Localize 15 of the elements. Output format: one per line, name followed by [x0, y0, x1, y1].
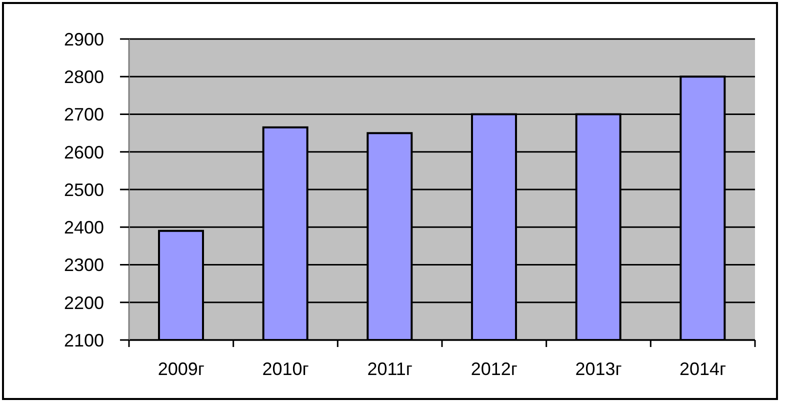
y-tick-label: 2700 — [64, 104, 104, 125]
y-tick-label: 2200 — [64, 292, 104, 313]
x-tick-label: 2009г — [158, 359, 205, 379]
x-tick-label: 2010г — [262, 359, 310, 379]
x-tick-label: 2012г — [470, 359, 518, 379]
y-tick-label: 2400 — [64, 218, 104, 238]
y-tick-label: 2900 — [64, 29, 104, 50]
y-tick-label: 2100 — [64, 330, 104, 350]
y-tick-label: 2300 — [64, 255, 104, 276]
x-tick-label: 2013г — [575, 359, 622, 379]
x-tick-label: 2014г — [680, 359, 727, 379]
x-tick-label: 2011г — [367, 359, 413, 379]
y-tick-label: 2600 — [64, 142, 104, 162]
y-tick-label: 2800 — [64, 67, 104, 88]
y-tick-label: 2500 — [64, 180, 104, 200]
